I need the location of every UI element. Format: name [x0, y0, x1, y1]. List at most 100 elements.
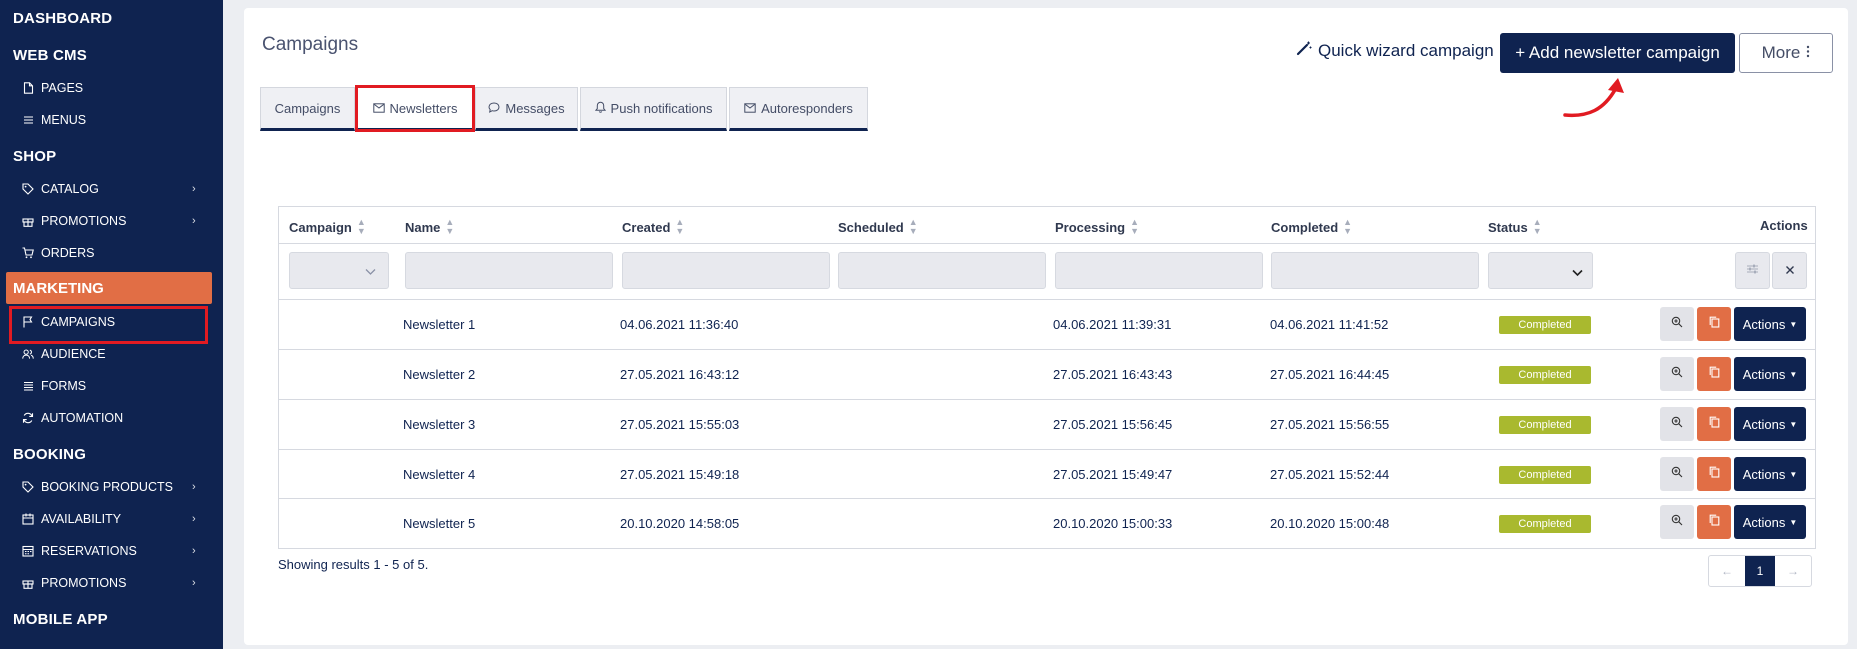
sidebar-item-automation[interactable]: AUTOMATION	[22, 411, 123, 425]
column-header-name[interactable]: Name ▲ ▼	[405, 218, 454, 236]
preview-button[interactable]	[1660, 407, 1694, 441]
sidebar-item-promotions[interactable]: PROMOTIONS ›	[22, 214, 196, 228]
sidebar-item-label: CATALOG	[41, 182, 99, 196]
cell-processing: 20.10.2020 15:00:33	[1053, 516, 1173, 531]
sidebar-item-label: BOOKING PRODUCTS	[41, 480, 173, 494]
chevron-right-icon: ›	[192, 545, 196, 557]
sidebar-section-marketing[interactable]: MARKETING	[6, 272, 212, 304]
sidebar-item-availability[interactable]: AVAILABILITY ›	[22, 512, 196, 526]
completed-filter-input[interactable]	[1271, 252, 1479, 289]
sidebar-item-forms[interactable]: FORMS	[22, 379, 86, 393]
actions-dropdown-button[interactable]: Actions ▼	[1734, 307, 1806, 341]
status-badge: Completed	[1499, 366, 1591, 384]
sidebar-item-reservations[interactable]: RESERVATIONS ›	[22, 544, 196, 558]
chevron-right-icon: ›	[192, 215, 196, 227]
tab-label: Messages	[505, 100, 565, 116]
campaign-filter-select[interactable]	[289, 252, 389, 289]
cell-created: 27.05.2021 15:49:18	[620, 467, 740, 482]
caret-down-icon: ▼	[1789, 419, 1798, 429]
chevron-down-icon	[365, 263, 376, 281]
divider	[279, 243, 1815, 244]
zoom-in-icon	[1671, 465, 1683, 483]
preview-button[interactable]	[1660, 307, 1694, 341]
column-header-status[interactable]: Status ▲ ▼	[1488, 218, 1542, 236]
divider	[279, 349, 1815, 350]
sidebar-item-orders[interactable]: ORDERS	[22, 246, 94, 260]
sidebar-section-webcms: WEB CMS	[13, 47, 87, 64]
actions-dropdown-button[interactable]: Actions ▼	[1734, 505, 1806, 539]
actions-dropdown-button[interactable]: Actions ▼	[1734, 407, 1806, 441]
cell-completed: 27.05.2021 16:44:45	[1270, 367, 1390, 382]
tab-messages[interactable]: Messages	[475, 87, 578, 131]
cell-name[interactable]: Newsletter 2	[403, 367, 476, 382]
duplicate-button[interactable]	[1697, 457, 1731, 491]
duplicate-button[interactable]	[1697, 357, 1731, 391]
newsletter-table	[278, 206, 1816, 549]
column-header-created[interactable]: Created ▲ ▼	[622, 218, 684, 236]
caret-down-icon: ▼	[1789, 469, 1798, 479]
quick-wizard-button[interactable]: Quick wizard campaign	[1296, 40, 1494, 61]
header-label: Campaign	[289, 219, 352, 235]
pager-prev-button[interactable]: ←	[1721, 564, 1733, 578]
cell-processing: 27.05.2021 15:49:47	[1053, 467, 1173, 482]
actions-dropdown-button[interactable]: Actions ▼	[1734, 457, 1806, 491]
pagination: ← 1 →	[1708, 555, 1812, 587]
gift-icon	[22, 215, 34, 227]
zoom-in-icon	[1671, 513, 1683, 531]
caret-down-icon: ▼	[1789, 517, 1798, 527]
processing-filter-input[interactable]	[1055, 252, 1263, 289]
divider	[279, 299, 1815, 300]
add-newsletter-campaign-button[interactable]: + Add newsletter campaign	[1500, 33, 1735, 73]
filter-settings-button[interactable]	[1735, 252, 1770, 289]
status-badge: Completed	[1499, 316, 1591, 334]
column-header-scheduled[interactable]: Scheduled ▲ ▼	[838, 218, 918, 236]
sidebar-item-audience[interactable]: AUDIENCE	[22, 347, 106, 361]
cell-name[interactable]: Newsletter 1	[403, 317, 476, 332]
sidebar-item-menus[interactable]: MENUS	[22, 113, 86, 127]
sidebar-section-booking: BOOKING	[13, 446, 87, 463]
actions-dropdown-button[interactable]: Actions ▼	[1734, 357, 1806, 391]
tab-autoresponders[interactable]: Autoresponders	[729, 87, 868, 131]
created-filter-input[interactable]	[622, 252, 830, 289]
chevron-right-icon: ›	[192, 183, 196, 195]
sidebar-item-pages[interactable]: PAGES	[22, 81, 83, 95]
more-button[interactable]: More	[1739, 33, 1833, 73]
cell-processing: 27.05.2021 16:43:43	[1053, 367, 1173, 382]
scheduled-filter-input[interactable]	[838, 252, 1046, 289]
tab-push-notifications[interactable]: Push notifications	[580, 87, 727, 131]
sidebar-item-booking-products[interactable]: BOOKING PRODUCTS ›	[22, 480, 196, 494]
preview-button[interactable]	[1660, 457, 1694, 491]
preview-button[interactable]	[1660, 357, 1694, 391]
sidebar-item-booking-promotions[interactable]: PROMOTIONS ›	[22, 576, 196, 590]
duplicate-button[interactable]	[1697, 307, 1731, 341]
chevron-right-icon: ›	[192, 577, 196, 589]
column-header-campaign[interactable]: Campaign ▲ ▼	[289, 218, 366, 236]
cell-completed: 27.05.2021 15:56:55	[1270, 417, 1390, 432]
cell-name[interactable]: Newsletter 4	[403, 467, 476, 482]
column-header-completed[interactable]: Completed ▲ ▼	[1271, 218, 1352, 236]
duplicate-button[interactable]	[1697, 505, 1731, 539]
column-header-actions: Actions	[1760, 218, 1808, 233]
cell-name[interactable]: Newsletter 5	[403, 516, 476, 531]
name-filter-input[interactable]	[405, 252, 613, 289]
cell-created: 20.10.2020 14:58:05	[620, 516, 740, 531]
sidebar-item-label: AVAILABILITY	[41, 512, 122, 526]
sidebar-section-mobile-app[interactable]: MOBILE APP	[13, 611, 108, 628]
tab-campaigns[interactable]: Campaigns	[260, 87, 355, 131]
sidebar-item-catalog[interactable]: CATALOG ›	[22, 182, 196, 196]
sidebar-item-label: ORDERS	[41, 246, 95, 260]
cell-name[interactable]: Newsletter 3	[403, 417, 476, 432]
sidebar-section-dashboard[interactable]: DASHBOARD	[13, 10, 113, 27]
status-filter-select[interactable]	[1488, 252, 1593, 289]
sidebar-item-campaigns[interactable]: CAMPAIGNS	[22, 315, 115, 329]
duplicate-button[interactable]	[1697, 407, 1731, 441]
clear-filters-button[interactable]	[1772, 252, 1807, 289]
copy-icon	[1709, 315, 1720, 333]
cell-created: 04.06.2021 11:36:40	[620, 317, 739, 332]
pager-page-1[interactable]: 1	[1745, 556, 1775, 586]
pager-next-button[interactable]: →	[1787, 564, 1799, 578]
sidebar-item-label: PAGES	[41, 81, 84, 95]
column-header-processing[interactable]: Processing ▲ ▼	[1055, 218, 1139, 236]
tab-label: Campaigns	[274, 100, 341, 116]
preview-button[interactable]	[1660, 505, 1694, 539]
